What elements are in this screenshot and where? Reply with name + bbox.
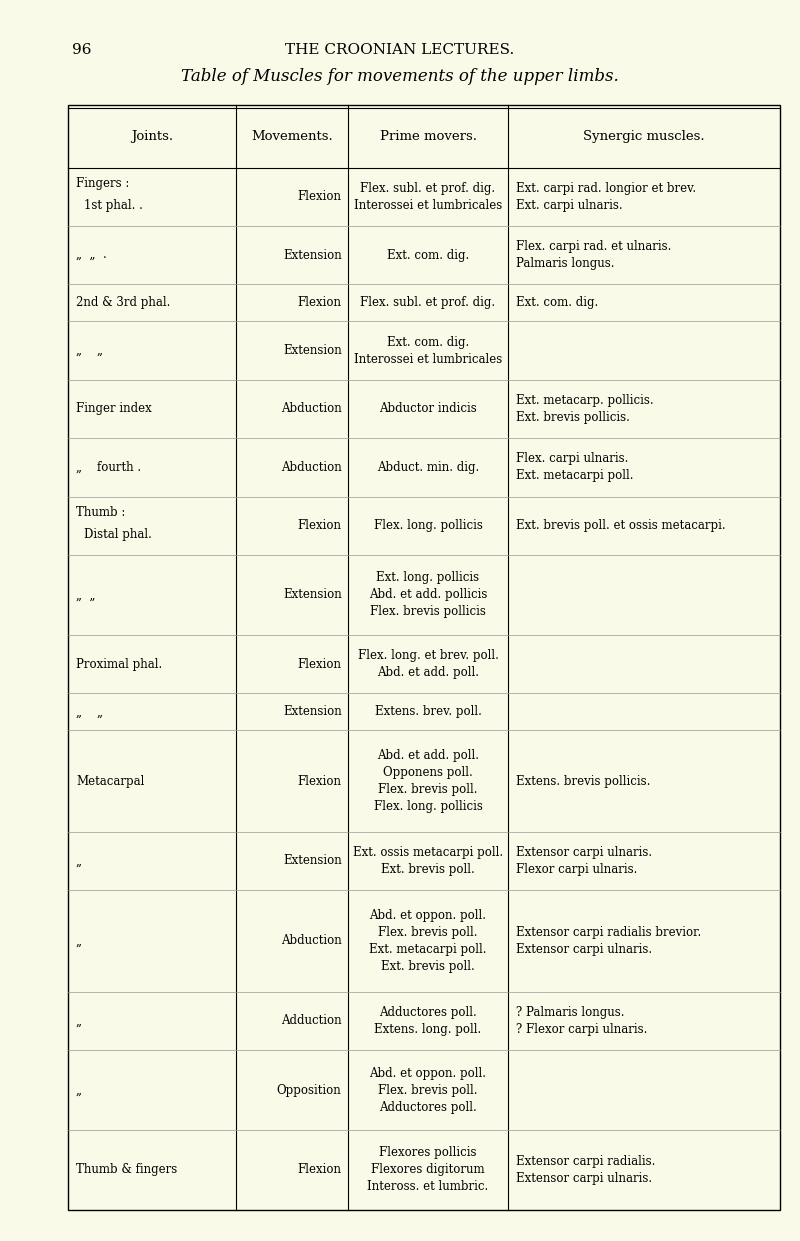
Text: Abductor indicis: Abductor indicis: [379, 402, 477, 416]
Text: „  „: „ „: [76, 588, 95, 602]
Text: Flexion: Flexion: [298, 774, 342, 788]
Text: 1st phal. .: 1st phal. .: [84, 199, 143, 212]
Text: Extens. brev. poll.: Extens. brev. poll.: [374, 705, 482, 719]
Text: Ext. ossis metacarpi poll.
Ext. brevis poll.: Ext. ossis metacarpi poll. Ext. brevis p…: [353, 846, 503, 876]
Text: Extension: Extension: [283, 588, 342, 602]
Text: Extensor carpi ulnaris.
Flexor carpi ulnaris.: Extensor carpi ulnaris. Flexor carpi uln…: [516, 846, 652, 876]
Text: Flex. carpi rad. et ulnaris.
Palmaris longus.: Flex. carpi rad. et ulnaris. Palmaris lo…: [516, 241, 671, 271]
Text: Abd. et oppon. poll.
Flex. brevis poll.
Adductores poll.: Abd. et oppon. poll. Flex. brevis poll. …: [370, 1066, 486, 1113]
Text: Flex. carpi ulnaris.
Ext. metacarpi poll.: Flex. carpi ulnaris. Ext. metacarpi poll…: [516, 453, 634, 483]
Text: Abduct. min. dig.: Abduct. min. dig.: [377, 460, 479, 474]
Text: Distal phal.: Distal phal.: [84, 527, 152, 541]
Text: Flexion: Flexion: [298, 1164, 342, 1176]
Text: „  „  .: „ „ .: [76, 248, 106, 262]
Text: Extension: Extension: [283, 344, 342, 357]
Text: „    fourth .: „ fourth .: [76, 460, 141, 474]
Text: Metacarpal: Metacarpal: [76, 774, 144, 788]
Text: ? Palmaris longus.
? Flexor carpi ulnaris.: ? Palmaris longus. ? Flexor carpi ulnari…: [516, 1006, 647, 1036]
Text: „: „: [76, 934, 82, 947]
Text: 96: 96: [72, 43, 91, 57]
Text: Adductores poll.
Extens. long. poll.: Adductores poll. Extens. long. poll.: [374, 1006, 482, 1036]
Text: Opposition: Opposition: [277, 1083, 342, 1097]
Text: Ext. long. pollicis
Abd. et add. pollicis
Flex. brevis pollicis: Ext. long. pollicis Abd. et add. pollici…: [369, 571, 487, 618]
Text: Abduction: Abduction: [281, 460, 342, 474]
Text: Abduction: Abduction: [281, 402, 342, 416]
Text: Synergic muscles.: Synergic muscles.: [583, 130, 705, 143]
Text: Ext. com. dig.
Interossei et lumbricales: Ext. com. dig. Interossei et lumbricales: [354, 335, 502, 366]
Text: Fingers :: Fingers :: [76, 177, 130, 190]
Text: Extensor carpi radialis.
Extensor carpi ulnaris.: Extensor carpi radialis. Extensor carpi …: [516, 1155, 655, 1185]
Text: Adduction: Adduction: [281, 1014, 342, 1028]
Text: Flexion: Flexion: [298, 297, 342, 309]
Text: „: „: [76, 1083, 82, 1097]
Text: Extens. brevis pollicis.: Extens. brevis pollicis.: [516, 774, 650, 788]
Text: Flex. long. et brev. poll.
Abd. et add. poll.: Flex. long. et brev. poll. Abd. et add. …: [358, 649, 498, 679]
Bar: [68, 105, 780, 1210]
Text: Ext. carpi rad. longior et brev.
Ext. carpi ulnaris.: Ext. carpi rad. longior et brev. Ext. ca…: [516, 181, 696, 212]
Text: „    „: „ „: [76, 344, 103, 357]
Text: Flex. long. pollicis: Flex. long. pollicis: [374, 519, 482, 532]
Text: Extension: Extension: [283, 248, 342, 262]
Text: „: „: [76, 1014, 82, 1028]
Text: Flex. subl. et prof. dig.
Interossei et lumbricales: Flex. subl. et prof. dig. Interossei et …: [354, 181, 502, 212]
Text: Ext. brevis poll. et ossis metacarpi.: Ext. brevis poll. et ossis metacarpi.: [516, 519, 726, 532]
Text: Flexion: Flexion: [298, 519, 342, 532]
Text: Prime movers.: Prime movers.: [379, 130, 477, 143]
Text: Abd. et add. poll.
Opponens poll.
Flex. brevis poll.
Flex. long. pollicis: Abd. et add. poll. Opponens poll. Flex. …: [374, 750, 482, 813]
Text: Thumb :: Thumb :: [76, 506, 126, 520]
Text: Thumb & fingers: Thumb & fingers: [76, 1164, 178, 1176]
Text: Extension: Extension: [283, 705, 342, 719]
Text: Extensor carpi radialis brevior.
Extensor carpi ulnaris.: Extensor carpi radialis brevior. Extenso…: [516, 926, 702, 956]
Text: Finger index: Finger index: [76, 402, 152, 416]
Text: THE CROONIAN LECTURES.: THE CROONIAN LECTURES.: [286, 43, 514, 57]
Text: Flexores pollicis
Flexores digitorum
Inteross. et lumbric.: Flexores pollicis Flexores digitorum Int…: [367, 1147, 489, 1194]
Text: 2nd & 3rd phal.: 2nd & 3rd phal.: [76, 297, 170, 309]
Text: Movements.: Movements.: [251, 130, 333, 143]
Text: Abduction: Abduction: [281, 934, 342, 947]
Text: Table of Muscles for movements of the upper limbs.: Table of Muscles for movements of the up…: [181, 68, 619, 86]
Text: Abd. et oppon. poll.
Flex. brevis poll.
Ext. metacarpi poll.
Ext. brevis poll.: Abd. et oppon. poll. Flex. brevis poll. …: [370, 908, 486, 973]
Text: Extension: Extension: [283, 855, 342, 867]
Text: Ext. metacarp. pollicis.
Ext. brevis pollicis.: Ext. metacarp. pollicis. Ext. brevis pol…: [516, 393, 654, 424]
Text: Flexion: Flexion: [298, 190, 342, 204]
Text: „: „: [76, 855, 82, 867]
Text: „    „: „ „: [76, 705, 103, 719]
Text: Flexion: Flexion: [298, 658, 342, 670]
Text: Flex. subl. et prof. dig.: Flex. subl. et prof. dig.: [361, 297, 495, 309]
Text: Ext. com. dig.: Ext. com. dig.: [516, 297, 598, 309]
Text: Joints.: Joints.: [131, 130, 173, 143]
Text: Ext. com. dig.: Ext. com. dig.: [387, 248, 469, 262]
Text: Proximal phal.: Proximal phal.: [76, 658, 162, 670]
